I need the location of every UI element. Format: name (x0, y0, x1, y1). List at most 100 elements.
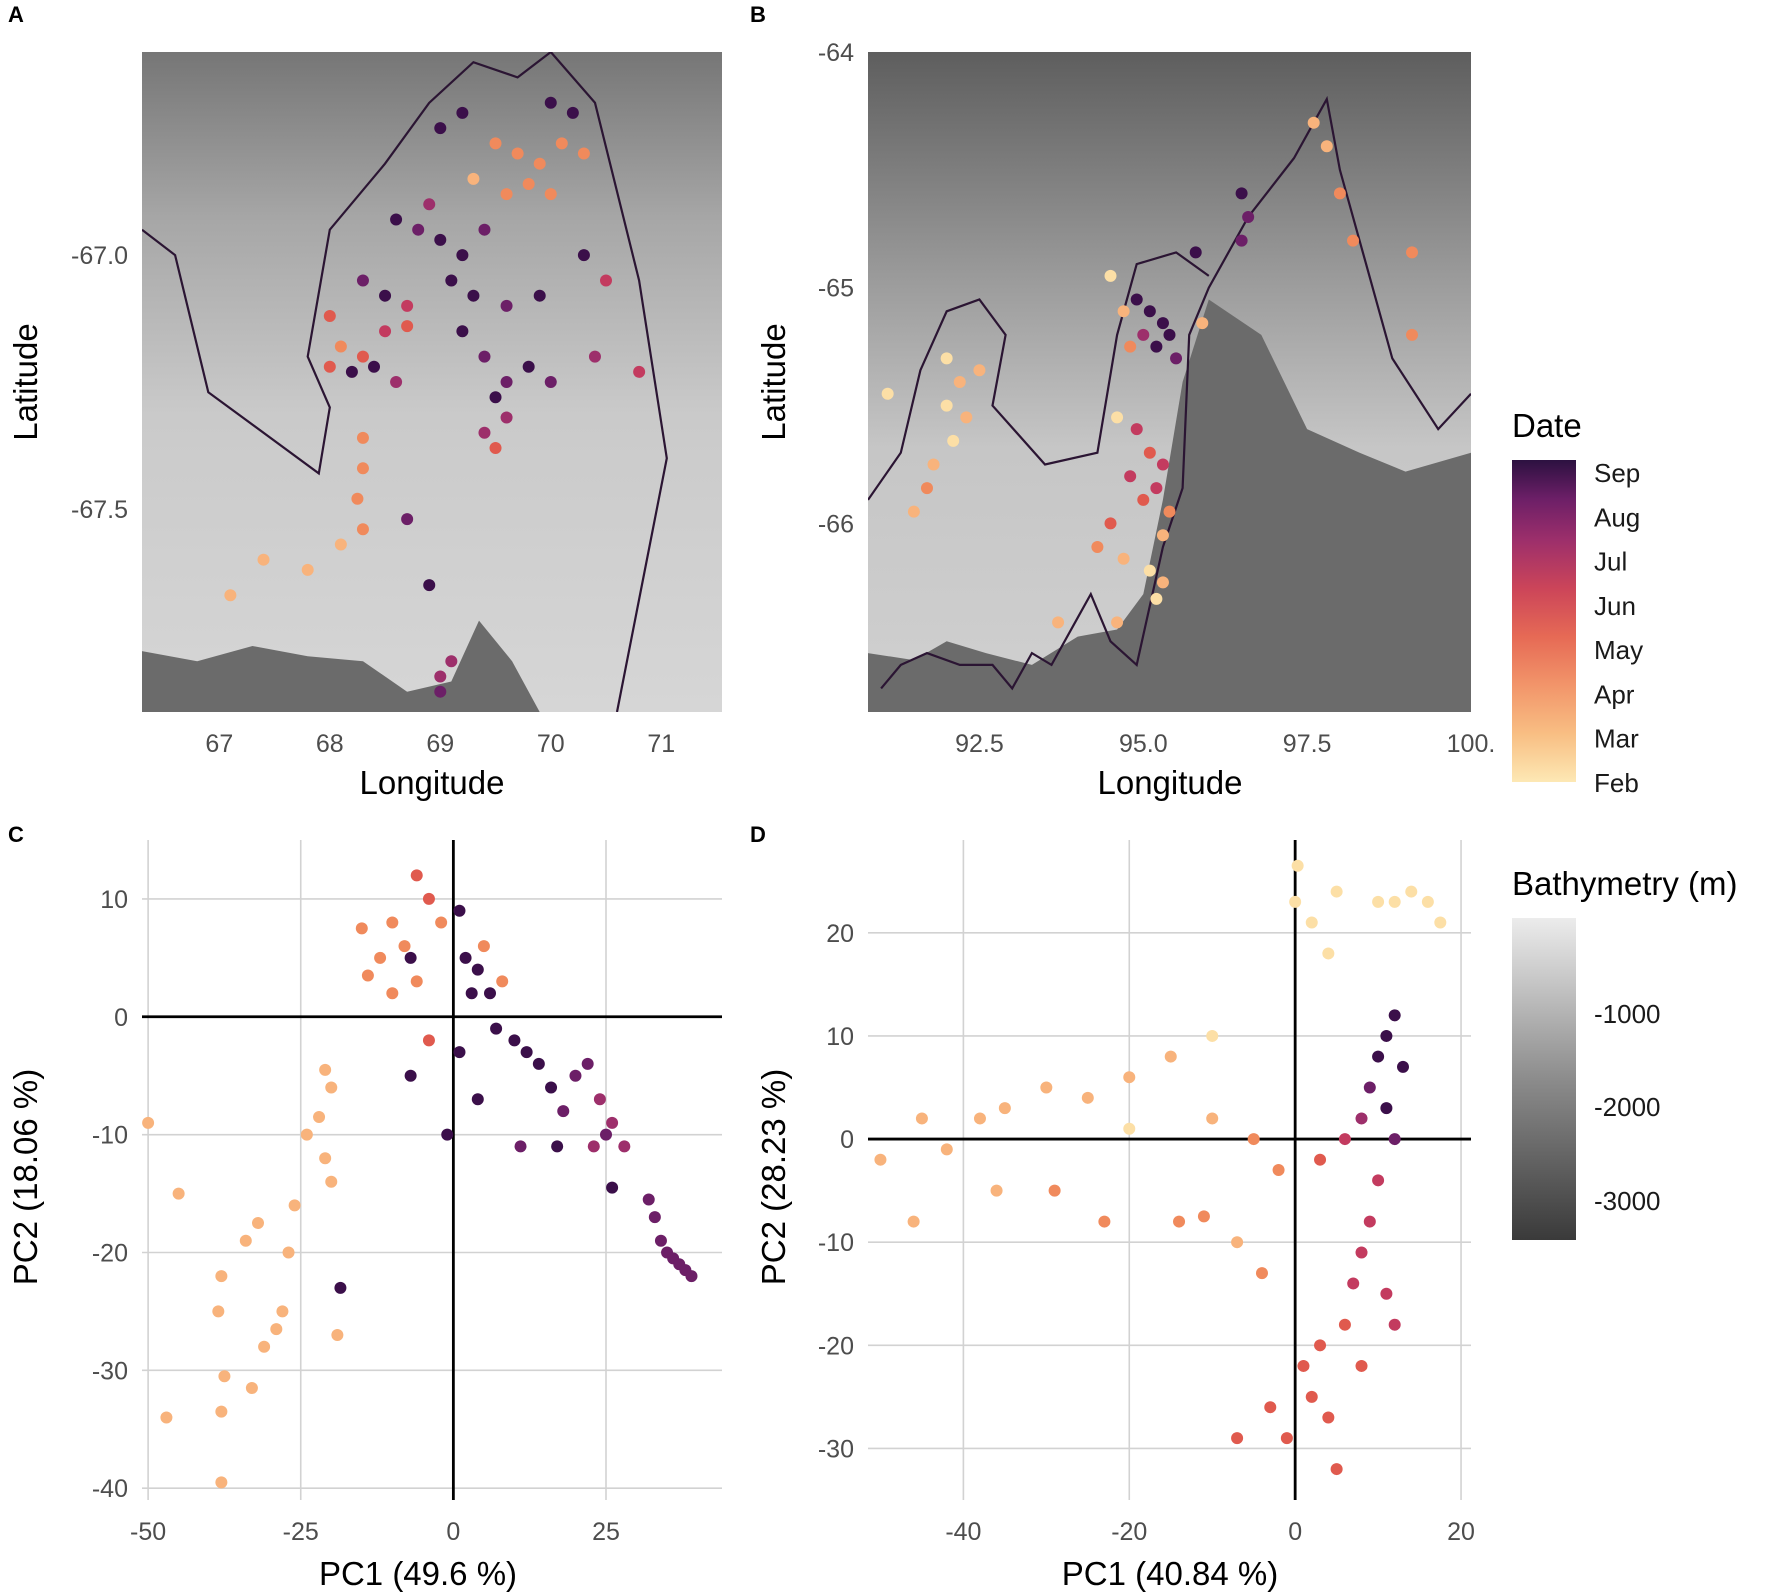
y-tick-label: -20 (92, 1240, 128, 1268)
data-point (1338, 1133, 1351, 1146)
data-point (648, 1211, 661, 1224)
legend-date-colorbar (1512, 460, 1576, 782)
data-point (379, 289, 392, 302)
data-point (434, 670, 447, 683)
data-point (577, 249, 590, 262)
data-point (1123, 1122, 1136, 1135)
data-point (1355, 1246, 1368, 1259)
data-point (467, 289, 480, 302)
data-point (1104, 269, 1117, 282)
y-tick-label: -30 (818, 1435, 854, 1463)
data-point (998, 1102, 1011, 1115)
data-point (1307, 116, 1320, 129)
data-point (1338, 1318, 1351, 1331)
map-panel-a: 67 68 69 70 71 -67.0 -67.5 Longitude Latitude (7, 52, 722, 801)
x-tick-label: 0 (446, 1518, 460, 1546)
y-axis-title-d: PC2 (28.23 %) (755, 1069, 792, 1285)
data-point (471, 963, 484, 976)
data-point (257, 553, 270, 566)
x-tick-label: 100. (1447, 730, 1496, 758)
data-point (1163, 328, 1176, 341)
data-point (404, 951, 417, 964)
data-point (557, 1105, 570, 1118)
data-point (1355, 1359, 1368, 1372)
data-point (215, 1270, 228, 1283)
data-point (1156, 317, 1169, 330)
data-point (1363, 1215, 1376, 1228)
data-point (334, 1281, 347, 1294)
data-point (533, 289, 546, 302)
data-point (577, 147, 590, 160)
bathymetry-raster-a (142, 52, 722, 712)
data-point (288, 1199, 301, 1212)
data-point (410, 975, 423, 988)
data-point (1406, 328, 1419, 341)
data-point (356, 431, 369, 444)
y-tick-label: -40 (92, 1475, 128, 1503)
boundary-a (142, 52, 668, 712)
data-point (401, 299, 414, 312)
data-point (593, 1093, 606, 1106)
data-point (642, 1193, 655, 1206)
data-point (511, 147, 524, 160)
data-point (456, 325, 469, 338)
legend-date-label: Aug (1594, 502, 1640, 532)
data-point (477, 940, 490, 953)
data-point (940, 1143, 953, 1156)
data-point (522, 178, 535, 190)
data-point (1150, 592, 1163, 605)
data-point (489, 442, 502, 454)
data-point (1333, 187, 1346, 200)
data-point (1048, 1184, 1061, 1197)
data-point (1111, 411, 1124, 424)
data-point (1150, 340, 1163, 353)
data-point (947, 434, 960, 447)
data-point (1406, 246, 1419, 259)
data-point (920, 482, 933, 495)
legend-date-label: Apr (1594, 679, 1635, 709)
x-tick-label: 68 (316, 730, 344, 758)
data-point (1330, 885, 1343, 898)
data-point (1235, 187, 1248, 200)
data-point (1421, 895, 1434, 908)
data-point (355, 922, 368, 935)
legend-date-label: Jun (1594, 591, 1636, 621)
data-point (325, 1081, 338, 1094)
data-point (1111, 616, 1124, 629)
data-point (600, 274, 612, 287)
data-point (467, 172, 480, 185)
data-point (587, 1140, 600, 1153)
data-point (301, 563, 314, 576)
data-point (1123, 1071, 1136, 1084)
land-a (142, 620, 722, 712)
x-tick-label: -40 (945, 1518, 981, 1546)
data-point (1206, 1112, 1219, 1125)
boundary-b-west (868, 251, 1210, 501)
data-point (1137, 328, 1150, 341)
data-point (212, 1305, 225, 1318)
panel-label-d: D (750, 822, 766, 847)
legend-date-title: Date (1512, 407, 1582, 444)
data-point (1330, 1463, 1343, 1476)
data-point (270, 1323, 283, 1336)
data-point (398, 940, 411, 953)
data-point (1314, 1339, 1327, 1352)
data-point (973, 364, 986, 377)
data-point (514, 1140, 527, 1153)
data-point (1255, 1267, 1268, 1280)
data-point (276, 1305, 289, 1318)
data-point (1322, 947, 1335, 960)
x-tick-label: -50 (130, 1518, 166, 1546)
data-point (356, 350, 369, 363)
data-point (927, 458, 940, 471)
data-point (489, 391, 502, 404)
panel-label-b: B (750, 2, 766, 27)
data-point (334, 538, 347, 551)
data-point (323, 360, 336, 373)
data-point (1388, 1009, 1401, 1022)
data-point (1388, 1133, 1401, 1146)
pca-panel-d: -40 -20 0 20 20 10 0 -10 -20 -30 PC1 (40.84 %) PC… (755, 840, 1475, 1592)
panel-label-a: A (8, 2, 24, 27)
data-point (940, 399, 953, 412)
